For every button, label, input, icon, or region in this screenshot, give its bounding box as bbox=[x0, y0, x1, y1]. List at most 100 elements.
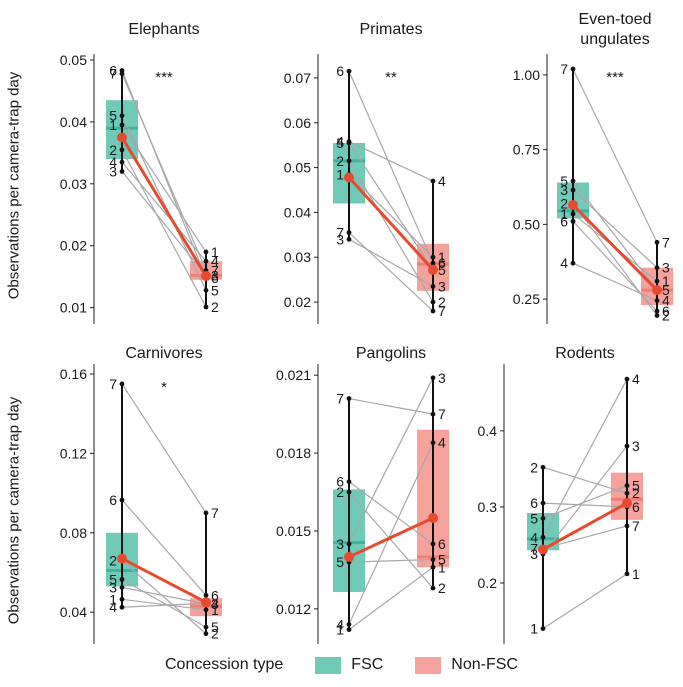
point-label: 7 bbox=[211, 505, 219, 521]
data-point bbox=[430, 541, 436, 547]
data-point bbox=[203, 631, 209, 637]
pair-line bbox=[572, 189, 658, 269]
point-label: 3 bbox=[632, 438, 640, 454]
y-axis-label-row2: Observations per camera-trap day bbox=[4, 345, 24, 675]
point-label: 5 bbox=[438, 552, 446, 568]
y-tick-label: 0.3 bbox=[478, 499, 498, 515]
data-point bbox=[570, 218, 576, 224]
mean-line bbox=[571, 203, 659, 292]
point-label: 2 bbox=[211, 299, 219, 315]
data-point bbox=[430, 440, 436, 446]
y-tick-label: 0.07 bbox=[284, 70, 311, 86]
point-label: 1 bbox=[438, 249, 446, 265]
y-tick-label: 0.25 bbox=[513, 291, 540, 307]
pair-line bbox=[121, 598, 207, 611]
significance-stars: *** bbox=[606, 69, 624, 86]
data-point bbox=[119, 381, 125, 387]
point-label: 2 bbox=[109, 553, 117, 569]
point-label: 6 bbox=[438, 255, 446, 271]
point-label: 5 bbox=[109, 108, 117, 124]
data-point bbox=[654, 313, 660, 318]
point-label: 5 bbox=[336, 135, 344, 151]
data-point bbox=[540, 500, 546, 506]
point-label: 3 bbox=[530, 546, 538, 562]
point-label: 6 bbox=[530, 495, 538, 511]
mean-dot-fsc bbox=[568, 199, 578, 210]
point-label: 1 bbox=[632, 566, 640, 582]
data-point bbox=[203, 258, 209, 264]
point-label: 6 bbox=[109, 63, 117, 79]
data-point bbox=[430, 254, 436, 260]
y-tick-label: 1.00 bbox=[513, 67, 540, 83]
point-label: 4 bbox=[560, 255, 568, 271]
data-point bbox=[654, 239, 660, 245]
data-point bbox=[346, 68, 352, 74]
point-label: 5 bbox=[211, 282, 219, 298]
data-point bbox=[346, 627, 352, 633]
panel-title: Primates bbox=[359, 21, 422, 38]
legend-title: Concession type bbox=[165, 656, 284, 673]
y-tick-label: 0.015 bbox=[276, 523, 311, 539]
mean-line bbox=[348, 516, 434, 559]
panel-title: Even-toed bbox=[579, 11, 652, 28]
data-point bbox=[203, 287, 209, 293]
data-point bbox=[346, 230, 352, 235]
mean-dot-non-fsc bbox=[428, 264, 438, 275]
pair-line bbox=[542, 445, 628, 555]
pair-line bbox=[542, 466, 628, 494]
point-label: 5 bbox=[109, 571, 117, 587]
pair-line bbox=[121, 383, 207, 514]
point-label: 1 bbox=[662, 273, 670, 289]
mean-line bbox=[120, 136, 208, 277]
pair-line bbox=[572, 262, 658, 302]
point-label: 7 bbox=[560, 61, 568, 77]
legend-label-fsc: FSC bbox=[351, 656, 384, 673]
mean-dot-fsc bbox=[344, 172, 354, 183]
point-label: 5 bbox=[560, 173, 568, 189]
point-label: 2 bbox=[560, 195, 568, 211]
point-label: 3 bbox=[438, 278, 446, 294]
y-tick-label: 0.04 bbox=[60, 604, 87, 620]
data-point bbox=[430, 283, 436, 289]
data-point bbox=[540, 464, 546, 470]
y-tick-label: 0.04 bbox=[60, 114, 87, 130]
data-point bbox=[119, 113, 125, 119]
data-point bbox=[119, 604, 125, 610]
point-label: 7 bbox=[336, 391, 344, 407]
mean-dot-non-fsc bbox=[622, 498, 632, 509]
pair-line bbox=[121, 171, 207, 276]
y-tick-label: 0.021 bbox=[276, 367, 311, 383]
y-tick-label: 0.50 bbox=[513, 216, 540, 232]
y-tick-label: 0.16 bbox=[60, 366, 87, 382]
data-point bbox=[346, 158, 352, 164]
point-label: 4 bbox=[336, 616, 344, 632]
point-label: 2 bbox=[211, 626, 219, 642]
mean-dot-non-fsc bbox=[201, 271, 211, 282]
y-tick-label: 0.2 bbox=[478, 575, 498, 591]
pair-line bbox=[121, 149, 207, 308]
point-label: 1 bbox=[530, 621, 538, 637]
point-label: 7 bbox=[632, 518, 640, 534]
mean-dot-fsc bbox=[117, 553, 127, 564]
panel-title: Elephants bbox=[128, 21, 199, 38]
data-point bbox=[203, 624, 209, 630]
point-label: 2 bbox=[336, 484, 344, 500]
mean-dot-non-fsc bbox=[652, 285, 662, 296]
point-label: 4 bbox=[438, 435, 446, 451]
point-label: 2 bbox=[109, 142, 117, 158]
data-point bbox=[624, 483, 630, 489]
panel-title: Pangolins bbox=[356, 345, 426, 362]
point-label: 3 bbox=[211, 596, 219, 612]
data-point bbox=[430, 564, 436, 570]
point-label: 6 bbox=[560, 213, 568, 229]
pair-line bbox=[572, 180, 658, 291]
panel-title: Rodents bbox=[555, 345, 615, 362]
pair-line bbox=[348, 442, 434, 625]
point-label: 6 bbox=[109, 492, 117, 508]
pair-line bbox=[121, 499, 207, 596]
pair-line bbox=[348, 232, 434, 312]
data-point bbox=[540, 626, 546, 631]
data-point bbox=[624, 376, 630, 382]
data-point bbox=[203, 249, 209, 255]
